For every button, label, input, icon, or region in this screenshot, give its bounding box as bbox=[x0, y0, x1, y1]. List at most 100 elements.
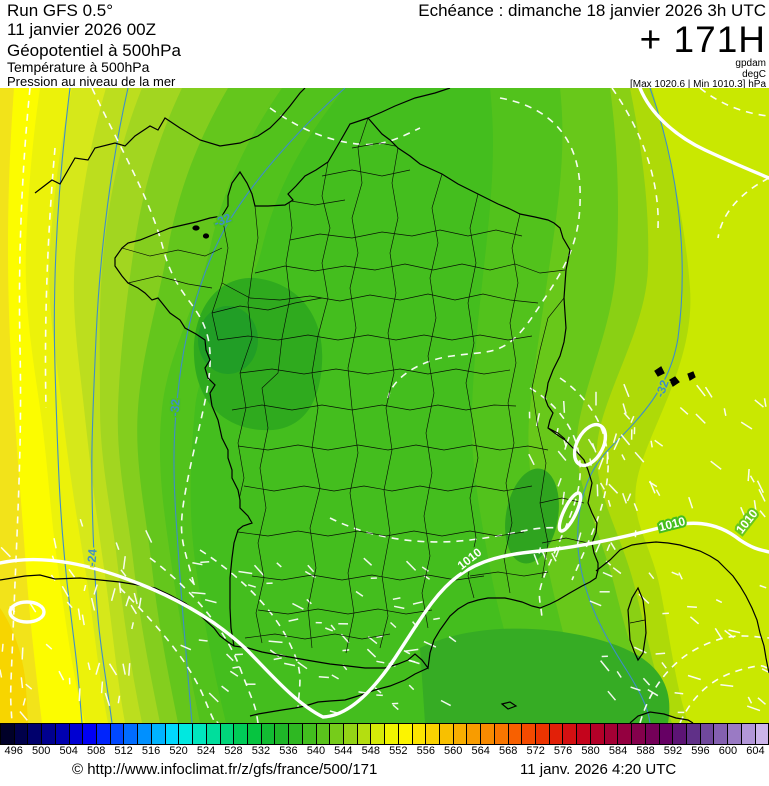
colorbar-tick-label: 520 bbox=[169, 745, 188, 757]
colorbar-cell bbox=[425, 723, 439, 745]
run-date: 11 janvier 2026 00Z bbox=[7, 20, 157, 39]
colorbar-cell bbox=[150, 723, 165, 745]
run-title: Run GFS 0.5° bbox=[7, 1, 114, 20]
colorbar-cell bbox=[356, 723, 371, 745]
isobar-1010 bbox=[0, 521, 769, 719]
colorbar-tick-label: 528 bbox=[224, 745, 243, 757]
colorbar-cell bbox=[233, 723, 247, 745]
colorbar-cell bbox=[68, 723, 83, 745]
colorbar-cell bbox=[27, 723, 42, 745]
colorbar-cell bbox=[96, 723, 110, 745]
colorbar-cell bbox=[562, 723, 577, 745]
isobar-closed-low bbox=[8, 600, 46, 624]
colorbar-tick-label: 576 bbox=[553, 745, 573, 757]
field-geopotential: Géopotentiel à 500hPa bbox=[7, 41, 181, 60]
colorbar-cell bbox=[0, 723, 14, 745]
colorbar-tick-label: 560 bbox=[444, 745, 463, 757]
model-info-block: Run GFS 0.5° 11 janvier 2026 00Z Géopote… bbox=[7, 1, 181, 89]
colorbar-cell bbox=[288, 723, 302, 745]
colorbar-cell bbox=[41, 723, 55, 745]
colorbar-cell bbox=[342, 723, 357, 745]
temperature-label: -24 bbox=[84, 548, 99, 567]
colorbar-cell bbox=[507, 723, 522, 745]
colorbar-cell bbox=[603, 723, 618, 745]
france-borders bbox=[114, 117, 646, 670]
colorbar-cell bbox=[246, 723, 261, 745]
colorbar-cell bbox=[301, 723, 316, 745]
belgium-coast bbox=[367, 88, 451, 119]
colorbar-cell bbox=[109, 723, 124, 745]
colorbar-scale-labels: 496 500 504 508 512 516 520 524 528 532 536 540 544 5… bbox=[0, 745, 769, 758]
department-boundaries bbox=[121, 118, 589, 654]
colorbar-cell bbox=[713, 723, 728, 745]
colorbar-tick-label: 504 bbox=[59, 745, 78, 757]
colorbar-cell bbox=[123, 723, 138, 745]
colorbar-cell bbox=[13, 723, 28, 745]
corsica-department-line bbox=[629, 619, 646, 624]
sardinia-coast bbox=[629, 711, 694, 723]
colorbar-cell bbox=[535, 723, 549, 745]
field-temperature: Température à 500hPa bbox=[7, 59, 150, 75]
colorbar-cell bbox=[192, 723, 206, 745]
colorbar-cell bbox=[644, 723, 659, 745]
colorbar-tick-label: 600 bbox=[718, 745, 738, 757]
colorbar-cell bbox=[740, 723, 755, 745]
colorbar-cell bbox=[164, 723, 179, 745]
colorbar-tick-label: 516 bbox=[141, 745, 161, 757]
england-coast bbox=[34, 88, 306, 194]
colorbar-cell bbox=[685, 723, 700, 745]
colorbar-tick-label: 604 bbox=[746, 745, 765, 757]
colorbar-cell bbox=[576, 723, 590, 745]
colorbar-cell bbox=[452, 723, 467, 745]
minmax-pressure: [Max 1020.6 | Min 1010.3] hPa bbox=[629, 79, 766, 90]
unit-degc: degC bbox=[742, 68, 766, 80]
footer: © http://www.infoclimat.fr/z/gfs/france/… bbox=[0, 758, 769, 786]
colorbar-cell bbox=[521, 723, 536, 745]
colorbar-cell bbox=[397, 723, 412, 745]
colorbar-cell bbox=[699, 723, 714, 745]
colorbar-cell bbox=[754, 723, 769, 745]
colorbar-tick-label: 552 bbox=[389, 745, 408, 757]
weather-map: 1010 1010 1010 -24 -32 -32 -32 bbox=[0, 88, 769, 723]
colorbar-tick-label: 500 bbox=[32, 745, 51, 757]
colorbar-tick-label: 544 bbox=[334, 745, 353, 757]
source-url: © http://www.infoclimat.fr/z/gfs/france/… bbox=[72, 761, 378, 778]
generation-datetime: 11 janv. 2026 4:20 UTC bbox=[520, 761, 677, 778]
colorbar-cell bbox=[672, 723, 686, 745]
colorbar-cell bbox=[617, 723, 632, 745]
temperature-contours bbox=[53, 88, 683, 723]
temperature-label: -32 bbox=[167, 398, 182, 417]
italy-liguria-coast bbox=[595, 541, 769, 674]
colorbar-cell bbox=[411, 723, 426, 745]
echeance-text: Echéance : dimanche 18 janvier 2026 3h U… bbox=[418, 1, 766, 20]
solid-isobars bbox=[0, 88, 769, 719]
colorbar-tick-label: 564 bbox=[471, 745, 490, 757]
colorbar-tick-label: 540 bbox=[306, 745, 326, 757]
forecast-info-block: Echéance : dimanche 18 janvier 2026 3h U… bbox=[418, 1, 766, 91]
colorbar-cell bbox=[205, 723, 220, 745]
colorbar-cell bbox=[54, 723, 69, 745]
colorbar-tick-label: 588 bbox=[636, 745, 655, 757]
colorbar-tick-label: 592 bbox=[663, 745, 683, 757]
isobar-alps-loop-small bbox=[557, 491, 583, 533]
corsica-coast bbox=[627, 586, 647, 662]
colorbar-tick-label: 596 bbox=[691, 745, 710, 757]
colorbar-cell bbox=[274, 723, 289, 745]
colorbar-cell bbox=[315, 723, 330, 745]
colorbar-tick-label: 584 bbox=[608, 745, 628, 757]
colorbar-tick-label: 536 bbox=[279, 745, 298, 757]
colorbar-cell bbox=[727, 723, 741, 745]
coastlines bbox=[0, 88, 769, 723]
channel-island bbox=[202, 233, 210, 239]
colorbar-tick-label: 548 bbox=[361, 745, 380, 757]
colorbar-cell bbox=[370, 723, 385, 745]
geopotential-colorbar bbox=[0, 723, 769, 745]
spain-med-coast bbox=[249, 667, 429, 717]
isobar-alps-loop bbox=[572, 422, 608, 468]
header: Run GFS 0.5° 11 janvier 2026 00Z Géopote… bbox=[0, 0, 769, 91]
colorbar-tick-label: 532 bbox=[251, 745, 271, 757]
colorbar-cell bbox=[493, 723, 508, 745]
colorbar-cell bbox=[82, 723, 97, 745]
alpine-lakes bbox=[654, 366, 696, 387]
colorbar-tick-label: 568 bbox=[498, 745, 518, 757]
